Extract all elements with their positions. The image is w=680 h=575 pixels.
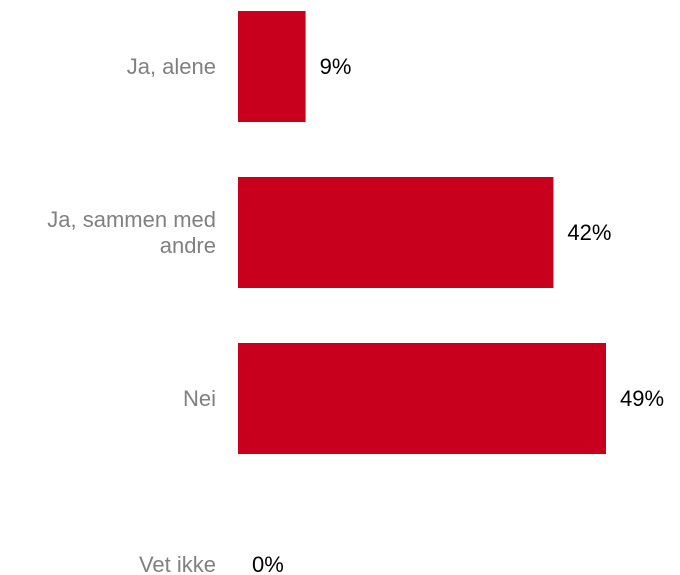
category-label-vet-ikke: Vet ikke xyxy=(139,552,216,575)
value-label-nei: 49% xyxy=(620,386,664,411)
value-label-vet-ikke: 0% xyxy=(252,552,284,575)
value-label-ja-alene: 9% xyxy=(320,54,352,79)
category-label-nei: Nei xyxy=(183,386,216,411)
bar-ja-sammen-med-andre xyxy=(238,177,554,288)
category-label-ja-sammen-med-andre: Ja, sammen med andre xyxy=(47,207,216,258)
bar-nei xyxy=(238,343,606,454)
category-label-ja-alene: Ja, alene xyxy=(127,54,216,79)
value-label-ja-sammen-med-andre: 42% xyxy=(567,220,611,245)
bar-ja-alene xyxy=(238,11,306,122)
